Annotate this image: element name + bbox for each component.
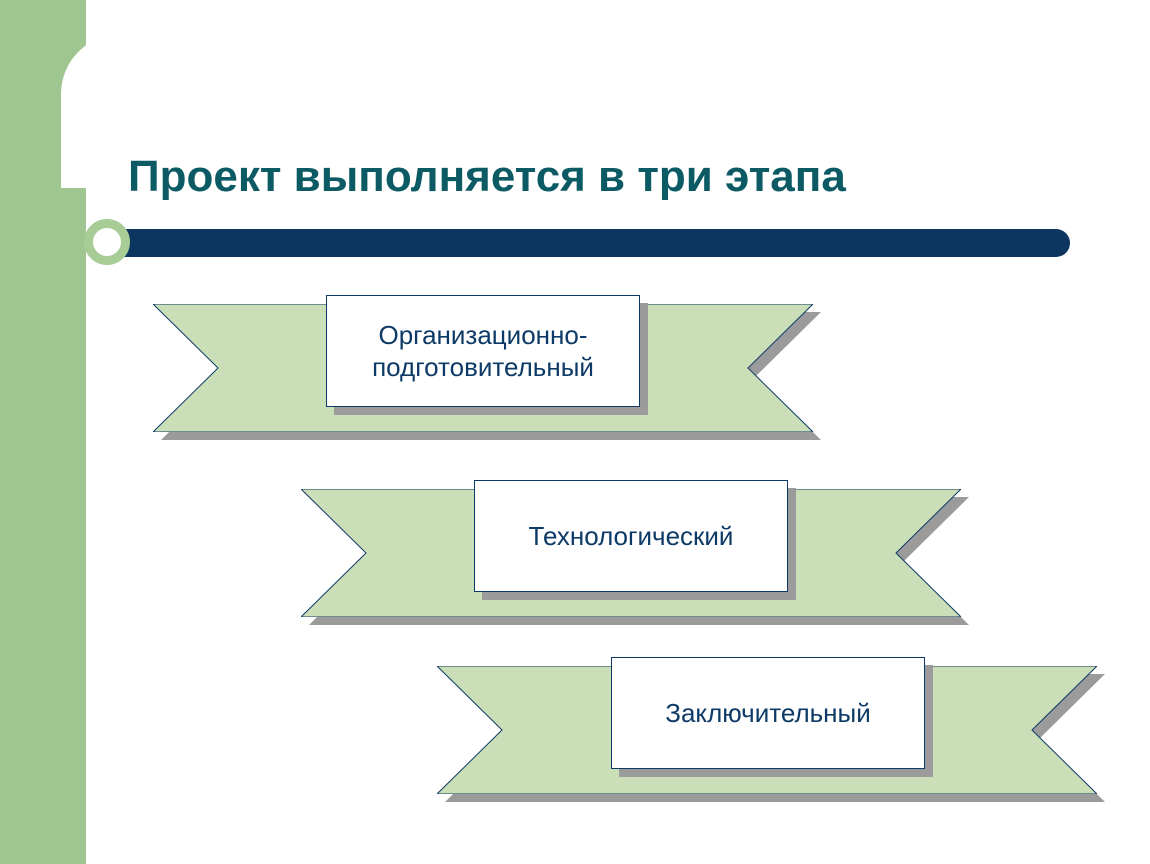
page-title: Проект выполняется в три этапа [128, 152, 846, 202]
step-label: Заключительный [665, 697, 871, 730]
step-box: Организационно- подготовительный [326, 295, 640, 407]
step-label: Технологический [529, 520, 734, 553]
title-bullet [84, 219, 130, 265]
step-label: Организационно- подготовительный [372, 319, 594, 384]
step-box: Заключительный [611, 657, 925, 769]
step-box: Технологический [474, 480, 788, 592]
title-underline [110, 229, 1070, 257]
